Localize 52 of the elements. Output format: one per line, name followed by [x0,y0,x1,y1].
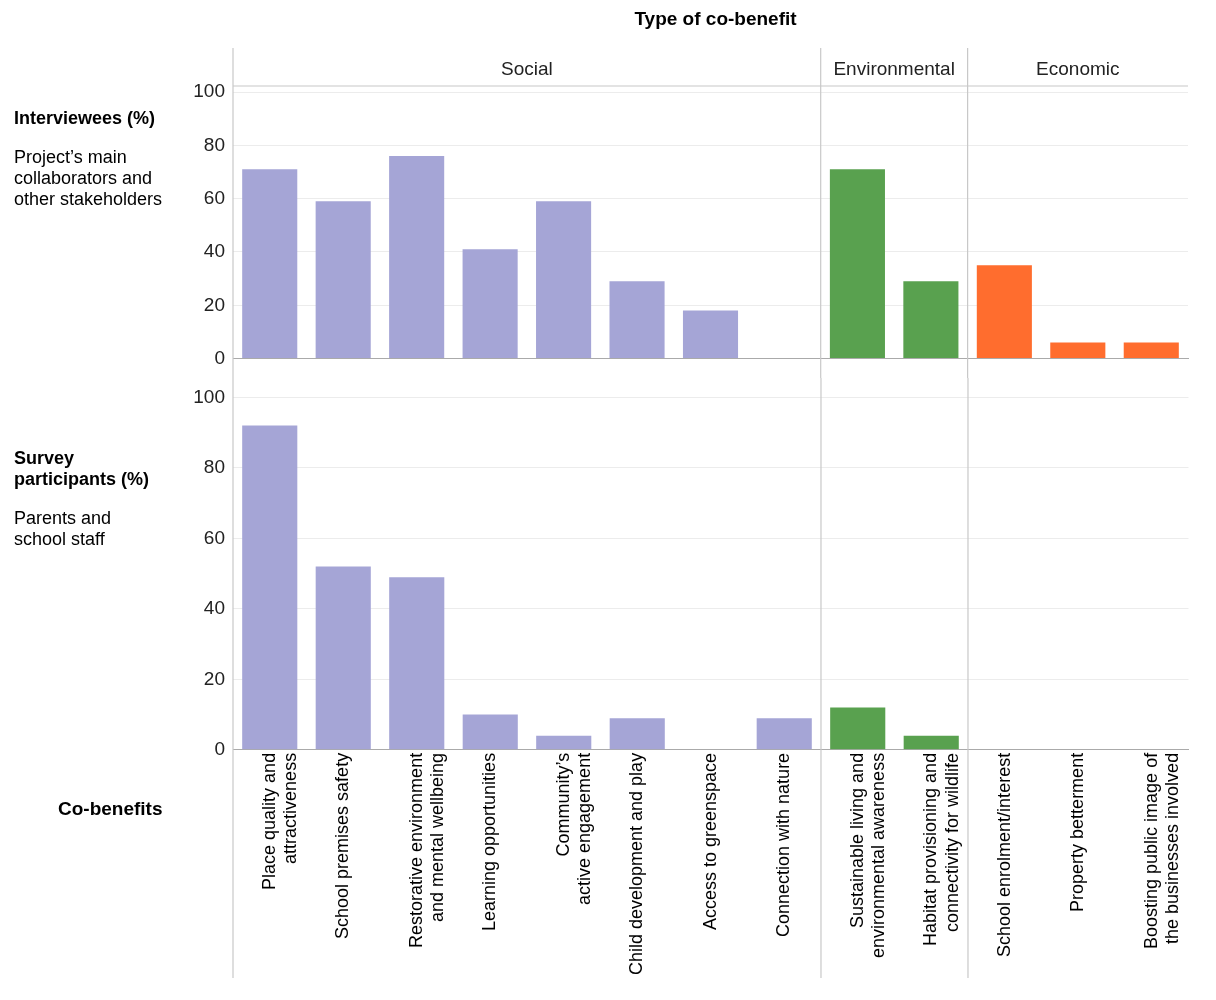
y-tick-label: 80 [203,456,225,478]
x-tick-label: Learning opportunities [479,752,500,931]
y-tick-label: 80 [203,133,225,155]
x-axis-title: Co-benefits [58,798,163,820]
y-tick-label: 40 [203,240,225,262]
x-tick-label: School premises safety [332,752,353,939]
text: Parents and school staff [14,508,113,550]
y-axis-title: Survey participants (%) [14,448,151,490]
bar [1123,342,1179,359]
x-tick-label: Access to greenspace [699,752,720,930]
bar [609,281,665,359]
y-tick-label: 60 [203,526,225,548]
bar [903,281,959,359]
y-tick-label: 20 [203,667,225,689]
bar [903,735,959,750]
y-tick-label: 100 [193,80,225,102]
bar [389,577,445,750]
x-tick-label: Child development and play [626,752,647,976]
text: Project’s main collaborators and other stakeholders [14,147,164,210]
bar [315,201,371,359]
text: Environmental [833,58,955,80]
bar [609,718,665,750]
bar [976,265,1032,359]
bar [242,425,298,750]
bar [1050,342,1106,359]
chart-title: Type of co-benefit [633,8,798,30]
y-tick-label: 0 [214,346,225,368]
y-tick-label: 40 [203,597,225,619]
bar [536,735,592,750]
bar [829,169,885,359]
bar [756,718,812,750]
text: Economic [1036,58,1120,80]
x-tick-label: Place quality and attractiveness [258,752,301,890]
x-tick-label: Sustainable living and environmental awareness [846,752,889,958]
bar [462,249,518,359]
x-tick-label: School enrolment/interest [993,752,1014,957]
x-tick-label: Boosting public image of the businesses involved [1140,751,1183,949]
bar [536,201,592,359]
y-tick-label: 0 [214,738,225,760]
bar [682,310,739,359]
x-tick-label: Connection with nature [773,752,794,937]
bar [389,155,445,359]
bar [830,707,886,750]
bar [462,714,518,750]
y-tick-label: 100 [193,385,225,407]
x-tick-label: Property betterment [1067,752,1088,912]
y-axis-title: Interviewees (%) [14,108,157,129]
y-tick-label: 20 [203,293,225,315]
text: Social [500,58,553,80]
bar [242,169,298,359]
y-tick-label: 60 [203,186,225,208]
bar [315,566,371,750]
